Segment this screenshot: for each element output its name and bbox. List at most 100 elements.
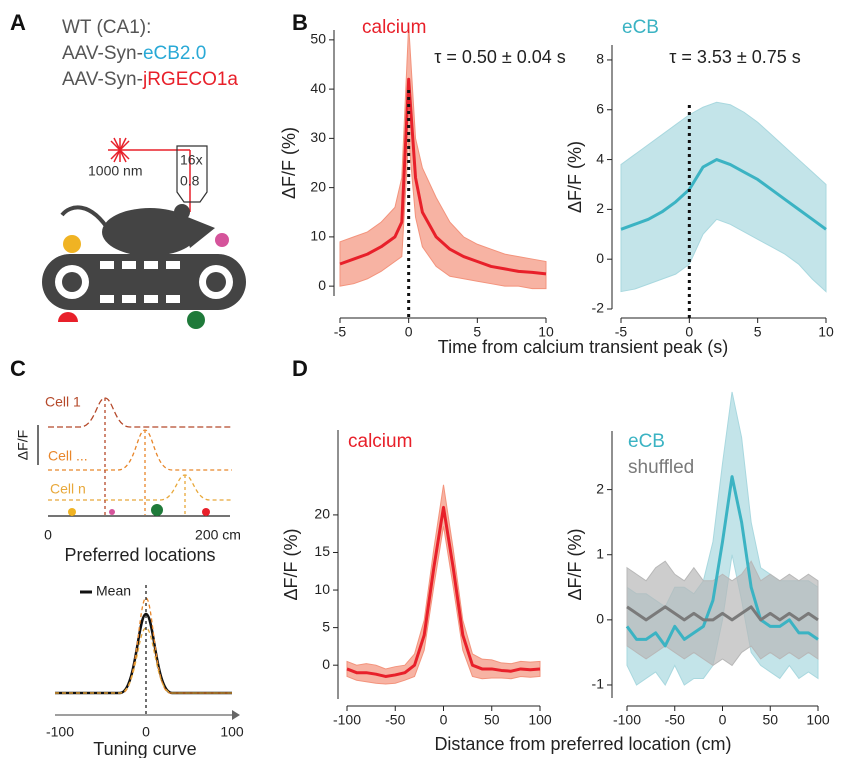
panel-label: D (292, 356, 308, 381)
y-tick-label: 2 (596, 480, 604, 496)
tick-label: -100 (46, 724, 74, 740)
band (620, 101, 827, 293)
band (339, 25, 547, 290)
x-tick-label: -50 (665, 712, 685, 728)
line (626, 605, 819, 622)
y-axis-label: ΔF/F (%) (281, 528, 301, 600)
y-label: ΔF/F (15, 430, 31, 460)
flower-icon (109, 509, 115, 515)
axis-title: Tuning curve (93, 739, 196, 758)
x-tick-label: 50 (484, 712, 500, 728)
panel-c (37, 397, 240, 720)
band (346, 484, 541, 685)
x-tick-label: -5 (334, 324, 347, 340)
x-axis-label: Distance from preferred location (cm) (434, 734, 731, 754)
y-tick-label: 4 (596, 150, 604, 166)
y-tick-label: 6 (596, 100, 604, 116)
axis-title: Preferred locations (64, 545, 215, 565)
y-tick-label: 50 (310, 31, 326, 47)
x-tick-label: 100 (806, 712, 830, 728)
tick-label: 0 (142, 724, 150, 740)
x-axis-label: Time from calcium transient peak (s) (438, 337, 728, 357)
sensor: eCB2.0 (143, 43, 206, 64)
treadmill-gaps (100, 261, 180, 303)
construct: AAV-Syn-jRGECO1a (62, 69, 238, 90)
tree-icon (187, 311, 205, 329)
annotation: τ = 3.53 ± 0.75 s (669, 47, 801, 67)
y-tick-label: 20 (314, 506, 330, 522)
x-tick-label: 50 (762, 712, 778, 728)
line (625, 475, 819, 648)
x-tick-label: 100 (528, 712, 552, 728)
x-tick-label: -100 (333, 712, 361, 728)
y-tick-label: 10 (310, 228, 326, 244)
mouse-body (102, 208, 198, 256)
x-tick-label: 10 (818, 324, 834, 340)
y-tick-label: 30 (310, 129, 326, 145)
y-tick-label: 15 (314, 543, 330, 559)
mushroom-icon (202, 508, 210, 516)
y-tick-label: -2 (592, 300, 605, 316)
x-tick-label: 10 (538, 324, 554, 340)
genotype: WT (CA1): (62, 17, 151, 38)
x-tick-label: -50 (385, 712, 405, 728)
line (339, 77, 547, 276)
cell-label: Cell n (50, 481, 86, 497)
y-tick-label: 0 (596, 250, 604, 266)
axis-label: 200 cm (195, 527, 241, 543)
gear (206, 272, 226, 292)
mouse-ear (174, 204, 190, 220)
panel-label: A (10, 10, 26, 35)
legend-label: calcium (348, 431, 412, 452)
construct: AAV-Syn-eCB2.0 (62, 43, 206, 64)
owl-icon (63, 235, 81, 253)
flower-icon (215, 233, 229, 247)
mushroom-icon (58, 312, 78, 322)
y-tick-label: 0 (318, 277, 326, 293)
panel-label: C (10, 356, 26, 381)
tree-icon (151, 504, 163, 516)
axis-arrow (232, 710, 240, 720)
x-tick-label: 0 (440, 712, 448, 728)
panel-a: WT (CA1): AAV-Syn-eCB2.0 AAV-Syn-jRGECO1… (42, 17, 246, 329)
cell-curve (55, 597, 232, 694)
legend-label: shuffled (628, 457, 694, 478)
laser-icon (108, 137, 191, 212)
x-tick-label: -5 (615, 324, 628, 340)
y-axis-label: ΔF/F (%) (565, 528, 585, 600)
cell-label: Cell ... (48, 448, 88, 464)
y-tick-label: 2 (596, 200, 604, 216)
panel-label: B (292, 10, 308, 35)
axis-label: 0 (44, 527, 52, 543)
cell-label: Cell 1 (45, 394, 81, 410)
tick-label: 100 (220, 724, 244, 740)
y-tick-label: -1 (592, 676, 605, 692)
gear (62, 272, 82, 292)
line (346, 505, 541, 678)
y-tick-label: 0 (596, 611, 604, 627)
objective (176, 145, 208, 203)
y-axis-label: ΔF/F (%) (279, 127, 299, 199)
x-tick-label: 0 (719, 712, 727, 728)
legend-label: Mean (96, 583, 131, 599)
line (620, 158, 827, 231)
x-tick-label: 5 (754, 324, 762, 340)
mouse-head (180, 214, 215, 248)
x-tick-label: 0 (405, 324, 413, 340)
legend-label: calcium (362, 17, 426, 38)
annotation: τ = 0.50 ± 0.04 s (434, 47, 566, 67)
objective-label: 16x (180, 152, 203, 168)
legend-label: eCB (622, 17, 659, 38)
y-tick-label: 40 (310, 80, 326, 96)
mean-curve (55, 612, 232, 695)
owl-icon (68, 508, 76, 516)
treadmill (42, 254, 246, 310)
y-tick-label: 5 (322, 618, 330, 634)
objective-label: 0.8 (180, 173, 200, 189)
mouse-tail (60, 205, 112, 234)
x-tick-label: 5 (473, 324, 481, 340)
y-tick-label: 20 (310, 178, 326, 194)
y-tick-label: 10 (314, 581, 330, 597)
y-tick-label: 8 (596, 51, 604, 67)
construct-prefix: AAV-Syn- (62, 69, 143, 90)
